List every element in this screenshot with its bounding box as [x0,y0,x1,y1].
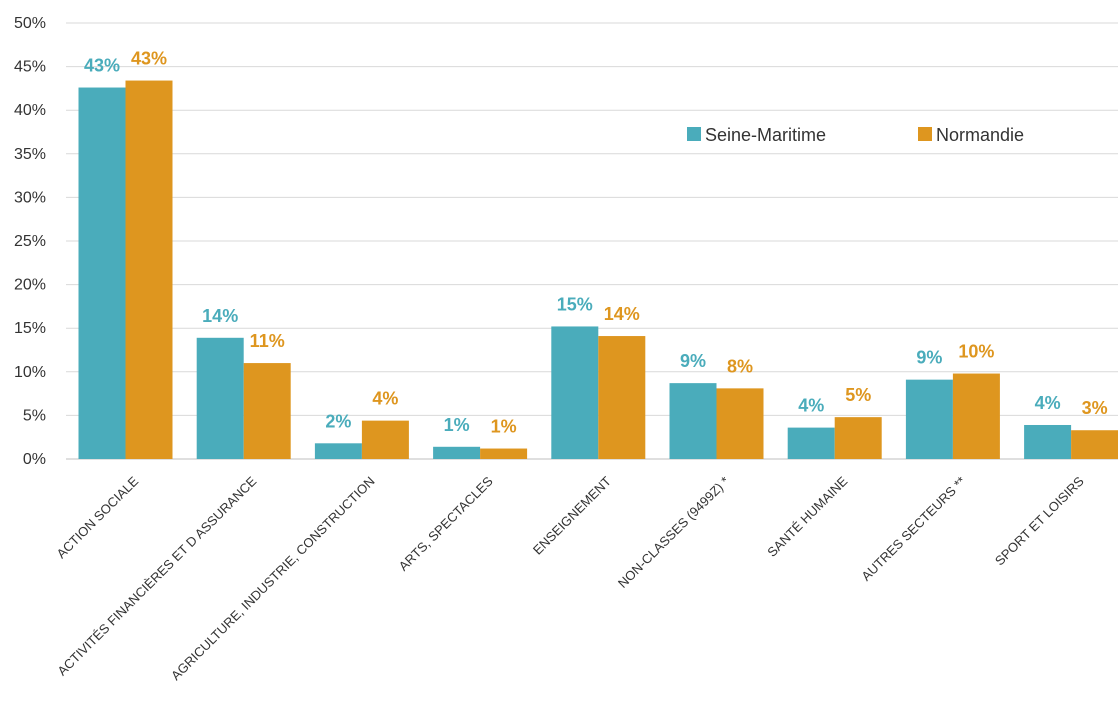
bars [78,80,1118,459]
y-tick-label: 15% [14,320,46,337]
data-label: 4% [1035,393,1061,413]
bar-seine-maritime [78,87,126,459]
data-labels: 43% 14% 2% 1% 15% 9% 4% 9% 4% 43% 11% 4% 1% 14% 8% 5% 10… [84,49,1108,437]
x-category-label: AUTRES SECTEURS ** [858,474,968,584]
bar-seine-maritime [905,379,953,459]
bar-seine-maritime [196,337,244,459]
data-label: 15% [557,294,593,314]
y-tick-label: 20% [14,277,46,294]
y-tick-label: 45% [14,59,46,76]
legend: Seine-Maritime Normandie [687,125,1024,145]
y-axis-ticks: 0% 5% 10% 15% 20% 25% 30% 35% 40% 45% 50% [14,15,46,468]
bar-seine-maritime [433,446,481,459]
data-label: 4% [798,396,824,416]
y-tick-label: 0% [23,451,46,468]
bar-normandie [243,363,291,459]
data-label: 10% [958,342,994,362]
x-category-label: SPORT ET LOISIRS [992,473,1087,568]
legend-label: Normandie [936,125,1024,145]
legend-swatch [687,127,701,141]
x-category-label: ENSEIGNEMENT [530,473,614,557]
data-label: 3% [1082,398,1108,418]
data-label: 5% [845,385,871,405]
y-tick-label: 25% [14,233,46,250]
legend-swatch [918,127,932,141]
bar-normandie [125,80,173,459]
y-tick-label: 40% [14,102,46,119]
data-label: 1% [491,417,517,437]
y-tick-label: 50% [14,15,46,32]
bar-seine-maritime [314,443,362,459]
y-tick-label: 35% [14,146,46,163]
bar-seine-maritime [551,326,599,459]
x-category-label: AGRICULTURE, INDUSTRIE, CONSTRUCTION [168,474,378,684]
data-label: 11% [250,331,285,351]
bar-normandie [952,373,1000,459]
bar-normandie [480,448,528,459]
data-label: 9% [916,348,942,368]
x-category-label: ARTS, SPECTACLES [396,473,496,573]
bar-seine-maritime [1024,424,1072,459]
bar-seine-maritime [787,427,835,459]
data-label: 1% [444,415,470,435]
data-label: 9% [680,351,706,371]
y-tick-label: 30% [14,189,46,206]
data-label: 43% [84,56,120,76]
x-category-label: SANTÉ HUMAINE [764,473,850,559]
x-category-label: NON-CLASSES (9499Z) * [615,474,732,591]
data-label: 2% [325,411,351,431]
bar-normandie [834,417,882,459]
y-tick-label: 5% [23,407,46,424]
bar-normandie [598,336,646,459]
bar-normandie [361,420,409,459]
x-category-label: ACTIVITÉS FINANCIÈRES ET D ASSURANCE [54,473,259,678]
legend-label: Seine-Maritime [705,125,826,145]
data-label: 43% [131,49,167,69]
data-label: 14% [202,306,238,326]
x-category-label: ACTION SOCIALE [53,473,141,561]
y-tick-label: 10% [14,364,46,381]
bar-normandie [716,388,764,459]
data-label: 8% [727,356,753,376]
data-label: 14% [604,304,640,324]
bar-normandie [1071,430,1118,459]
bar-seine-maritime [669,383,717,459]
data-label: 4% [372,389,398,409]
